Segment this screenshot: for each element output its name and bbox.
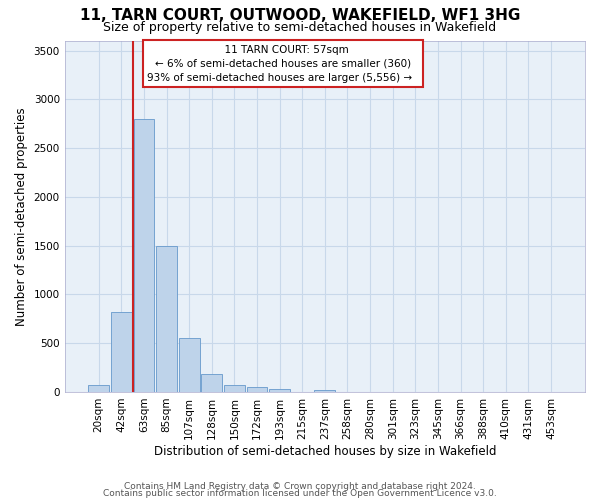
Text: 11 TARN COURT: 57sqm
← 6% of semi-detached houses are smaller (360)
93% of semi-: 11 TARN COURT: 57sqm ← 6% of semi-detach… — [148, 44, 419, 82]
Bar — [179, 338, 200, 392]
Text: 11, TARN COURT, OUTWOOD, WAKEFIELD, WF1 3HG: 11, TARN COURT, OUTWOOD, WAKEFIELD, WF1 … — [80, 8, 520, 22]
Bar — [314, 390, 335, 392]
Y-axis label: Number of semi-detached properties: Number of semi-detached properties — [15, 107, 28, 326]
Bar — [88, 384, 109, 392]
Bar — [156, 246, 177, 392]
Bar — [111, 312, 132, 392]
Bar — [224, 384, 245, 392]
Text: Contains HM Land Registry data © Crown copyright and database right 2024.: Contains HM Land Registry data © Crown c… — [124, 482, 476, 491]
Bar — [247, 387, 268, 392]
Text: Size of property relative to semi-detached houses in Wakefield: Size of property relative to semi-detach… — [103, 21, 497, 34]
Bar — [202, 374, 222, 392]
X-axis label: Distribution of semi-detached houses by size in Wakefield: Distribution of semi-detached houses by … — [154, 444, 496, 458]
Bar — [269, 388, 290, 392]
Bar — [134, 119, 154, 392]
Text: Contains public sector information licensed under the Open Government Licence v3: Contains public sector information licen… — [103, 489, 497, 498]
